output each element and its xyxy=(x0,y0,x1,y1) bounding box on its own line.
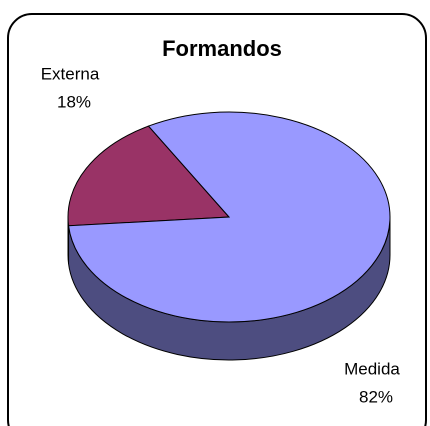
slice-label: Medida xyxy=(344,359,400,378)
slice-label: Externa xyxy=(41,64,100,83)
slice-value-label: 82% xyxy=(359,387,393,406)
pie-slice xyxy=(67,125,231,227)
chart-title: Formandos xyxy=(162,36,282,61)
slice-value-label: 18% xyxy=(57,92,91,111)
pie-slice xyxy=(67,111,391,323)
